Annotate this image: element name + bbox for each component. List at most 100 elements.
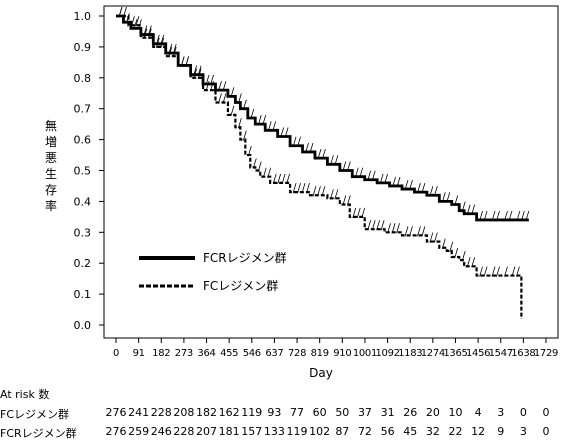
censor-tick [504,266,508,277]
censor-tick [197,65,202,76]
censor-tick [409,179,413,191]
censor-tick [262,115,267,126]
risk-value: 208 [173,406,195,419]
censor-tick [504,210,508,222]
censor-tick [466,204,471,215]
censor-tick [404,226,409,237]
risk-value: 32 [425,425,440,438]
censor-tick [272,173,277,184]
censor-tick [359,167,364,178]
x-tick-label: 1729 [534,348,558,359]
censor-tick [242,130,247,141]
censor-tick [230,87,235,98]
plot-frame [103,5,559,339]
x-tick-label: 1456 [466,348,490,359]
censor-tick [433,232,438,243]
censor-tick [160,37,165,49]
x-tick-label: 273 [175,348,193,359]
y-tick-label: 0.6 [74,134,92,147]
censor-tick [334,155,339,166]
risk-value: 207 [196,425,218,438]
x-tick-label: 1001 [353,348,377,359]
censor-tick [218,93,222,104]
censor-tick [301,183,306,194]
risk-value: 37 [357,406,372,419]
censor-tick [483,210,488,222]
censor-tick [247,145,252,157]
censor-tick [168,47,173,58]
fcr-censor-ticks [118,6,530,222]
censor-tick [371,220,376,231]
censor-tick [172,47,177,58]
censor-tick [387,223,391,234]
risk-value: 20 [425,406,440,419]
censor-tick [461,250,466,262]
censor-tick [346,161,351,172]
censor-tick [479,210,483,222]
censor-tick [218,81,222,92]
legend-label-fcr: FCRレジメン群 [203,251,287,265]
censor-tick [123,6,127,18]
censor-tick [180,56,185,67]
censor-tick [155,37,160,49]
censor-tick [292,136,297,147]
censor-tick [454,195,459,206]
censor-tick [193,68,197,79]
risk-value: 77 [290,406,305,419]
censor-tick [160,34,165,45]
censor-tick [321,186,326,197]
risk-value: 10 [448,406,463,419]
censor-tick [396,223,400,234]
x-tick-label: 91 [133,348,145,359]
censor-tick [317,186,321,197]
censor-tick [267,121,272,132]
x-tick-label: 1183 [398,348,422,359]
x-tick-label: 1547 [489,348,513,359]
censor-tick [392,176,396,188]
risk-value: 228 [150,406,172,419]
y-tick-label: 0.1 [74,288,92,301]
censor-tick [172,43,177,55]
censor-tick [210,81,214,92]
censor-tick [237,118,242,129]
censor-tick [147,28,152,39]
censor-tick [404,179,409,191]
censor-tick [409,226,413,237]
risk-value: 60 [312,406,327,419]
censor-tick [286,173,290,184]
censor-tick [441,192,446,203]
censor-tick [230,105,235,116]
x-tick-label: 1092 [375,348,399,359]
censor-tick [429,232,434,243]
risk-value: 87 [335,425,350,438]
censor-tick [421,183,426,194]
risk-table-title: At risk 数 [0,388,50,401]
risk-value: 246 [150,425,172,438]
censor-tick [417,183,421,194]
risk-value: 45 [403,425,418,438]
censor-tick [222,93,227,104]
censor-tick [257,115,262,126]
censor-tick [441,238,446,249]
x-tick-label: 637 [265,348,283,359]
risk-value: 133 [263,425,285,438]
x-tick-label: 182 [152,348,170,359]
censor-tick [309,142,314,154]
censor-tick [242,99,247,110]
risk-value: 0 [519,406,527,419]
risk-value: 182 [196,406,218,419]
x-tick-label: 364 [197,348,215,359]
censor-tick [421,226,426,237]
censor-tick [483,266,488,277]
risk-value: 26 [403,406,418,419]
censor-tick [371,170,376,181]
censor-tick [376,220,381,231]
x-tick-label: 1274 [421,348,445,359]
censor-tick [354,167,359,178]
censor-tick [334,189,339,200]
risk-value: 181 [218,425,240,438]
y-tick-label: 0.2 [74,257,92,270]
censor-tick [237,93,242,104]
censor-tick [454,247,459,259]
censor-tick [329,155,334,166]
